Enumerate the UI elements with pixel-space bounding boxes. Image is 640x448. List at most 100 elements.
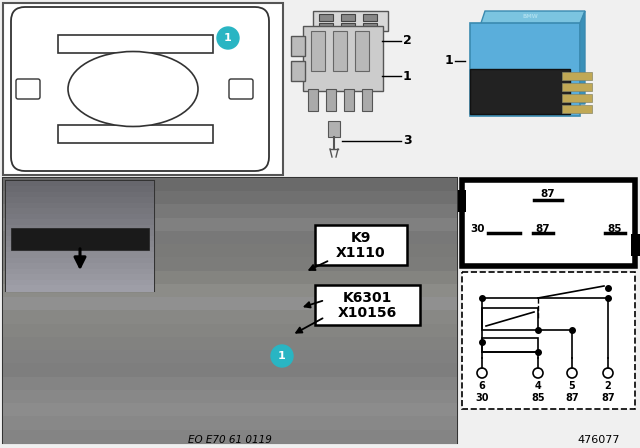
- Bar: [462, 272, 635, 409]
- Text: 30: 30: [476, 393, 489, 403]
- Bar: [11, 228, 149, 250]
- Bar: [362, 89, 372, 111]
- Ellipse shape: [68, 52, 198, 126]
- Bar: [3, 337, 457, 351]
- Circle shape: [567, 368, 577, 378]
- Bar: [341, 23, 355, 30]
- Circle shape: [533, 368, 543, 378]
- Bar: [3, 430, 457, 444]
- Bar: [319, 14, 333, 21]
- FancyBboxPatch shape: [229, 79, 253, 99]
- Bar: [6, 181, 154, 291]
- Text: X10156: X10156: [337, 306, 397, 320]
- Bar: [3, 297, 457, 311]
- Bar: [3, 258, 457, 272]
- Text: 1: 1: [224, 33, 232, 43]
- Text: 3: 3: [403, 134, 412, 147]
- Text: 2: 2: [605, 381, 611, 391]
- Bar: [3, 3, 283, 175]
- Bar: [562, 83, 592, 91]
- Bar: [3, 377, 457, 391]
- Bar: [6, 214, 154, 220]
- Text: 5: 5: [568, 381, 575, 391]
- Bar: [3, 178, 457, 443]
- Text: 1: 1: [278, 351, 286, 361]
- Bar: [333, 31, 347, 71]
- Bar: [6, 231, 154, 237]
- Text: 87: 87: [565, 393, 579, 403]
- Bar: [562, 105, 592, 113]
- Polygon shape: [480, 11, 585, 26]
- Bar: [319, 23, 333, 30]
- Bar: [3, 178, 457, 192]
- Bar: [6, 269, 154, 276]
- Bar: [562, 72, 592, 80]
- Bar: [355, 31, 369, 71]
- Bar: [6, 247, 154, 254]
- Bar: [3, 403, 457, 418]
- Bar: [470, 69, 570, 114]
- Bar: [3, 244, 457, 258]
- Bar: [6, 192, 154, 198]
- Bar: [3, 324, 457, 338]
- Bar: [6, 263, 154, 270]
- Bar: [482, 338, 538, 352]
- Bar: [363, 23, 377, 30]
- Text: 1: 1: [403, 69, 412, 82]
- Text: 30: 30: [471, 224, 485, 234]
- Text: K6301: K6301: [342, 291, 392, 305]
- Text: 1: 1: [444, 55, 453, 68]
- Text: X1110: X1110: [336, 246, 386, 260]
- Bar: [6, 258, 154, 264]
- Bar: [3, 284, 457, 298]
- Bar: [454, 190, 466, 212]
- FancyBboxPatch shape: [16, 79, 40, 99]
- Bar: [3, 271, 457, 285]
- Bar: [470, 23, 580, 116]
- Polygon shape: [580, 11, 585, 104]
- Bar: [341, 14, 355, 21]
- Bar: [308, 89, 318, 111]
- Text: 87: 87: [536, 224, 550, 234]
- Bar: [3, 417, 457, 431]
- Bar: [6, 285, 154, 292]
- Bar: [328, 121, 340, 137]
- Text: K9: K9: [351, 231, 371, 245]
- Bar: [313, 11, 388, 31]
- Bar: [6, 275, 154, 281]
- FancyBboxPatch shape: [11, 7, 269, 171]
- Bar: [6, 280, 154, 287]
- Bar: [6, 203, 154, 210]
- Text: 87: 87: [541, 189, 556, 199]
- Text: 2: 2: [403, 34, 412, 47]
- Bar: [6, 181, 154, 188]
- Bar: [6, 241, 154, 248]
- Circle shape: [477, 368, 487, 378]
- Bar: [3, 363, 457, 378]
- Circle shape: [217, 27, 239, 49]
- Bar: [315, 225, 407, 265]
- Text: 85: 85: [608, 224, 622, 234]
- Bar: [3, 204, 457, 219]
- Bar: [315, 285, 420, 325]
- Bar: [6, 186, 154, 193]
- Text: 4: 4: [534, 381, 541, 391]
- Bar: [303, 26, 383, 91]
- Bar: [631, 234, 640, 256]
- Bar: [3, 310, 457, 325]
- Bar: [6, 225, 154, 232]
- Bar: [3, 191, 457, 206]
- Bar: [3, 390, 457, 404]
- Bar: [363, 14, 377, 21]
- Bar: [326, 89, 336, 111]
- Text: BMW: BMW: [522, 14, 538, 19]
- Bar: [562, 94, 592, 102]
- Text: 87: 87: [601, 393, 615, 403]
- Text: 476077: 476077: [577, 435, 620, 445]
- Bar: [6, 253, 154, 259]
- Bar: [3, 231, 457, 245]
- Bar: [3, 218, 457, 232]
- Bar: [344, 89, 354, 111]
- Bar: [291, 61, 305, 81]
- Bar: [311, 31, 325, 71]
